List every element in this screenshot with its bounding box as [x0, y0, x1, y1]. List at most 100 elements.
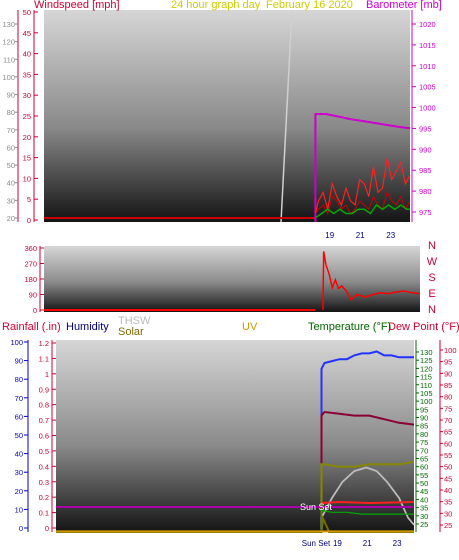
humidity-scale-tick: 0: [45, 524, 49, 533]
dewpoint-tick: 55: [444, 451, 452, 460]
humidity-scale-tick: 0.3: [39, 478, 49, 487]
wind-direction-series-line: [322, 251, 421, 311]
barometer-tick: 1000: [419, 104, 436, 113]
temperature-tick: 120: [420, 364, 433, 373]
temperature-tick: 110: [420, 381, 432, 390]
temperature-tick: 100: [420, 397, 433, 406]
wind-outer-tick: 90: [7, 91, 15, 100]
wind-chill-series-line: [320, 509, 414, 530]
temperature-tick: 60: [420, 463, 428, 472]
wind-outer-tick: 40: [7, 179, 15, 188]
wind-outer-tick: 110: [3, 55, 15, 64]
wind-inner-tick: 10: [23, 174, 31, 183]
windspeed-label: Windspeed [mph]: [34, 0, 120, 11]
dewpoint-tick: 25: [444, 521, 452, 530]
rainfall-scale-tick: 70: [15, 394, 23, 403]
wind-x-tick: 21: [356, 231, 365, 240]
wind-outer-tick: 50: [7, 161, 15, 170]
compass-label: W: [427, 256, 438, 268]
wind-outer-tick: 70: [7, 126, 15, 135]
dewpoint-label: Dew Point (°F): [388, 321, 459, 333]
thsw-series-line: [320, 466, 415, 530]
rainfall-scale-tick: 30: [15, 468, 23, 477]
wind-inner-tick: 15: [23, 154, 31, 163]
dewpoint-series-line: [320, 460, 415, 530]
dewpoint-tick: 50: [444, 463, 452, 472]
temperature-tick: 40: [420, 495, 428, 504]
humidity-scale-tick: 0.1: [39, 509, 49, 518]
humidity-scale-tick: 0.4: [39, 462, 49, 471]
temperature-tick: 55: [420, 471, 428, 480]
barometer-tick: 1005: [419, 83, 436, 92]
compass-label: E: [428, 288, 435, 300]
barometer-series-line: [314, 113, 411, 222]
weather-x-tick: 23: [393, 539, 402, 548]
temperature-tick: 130: [420, 348, 433, 357]
rainfall-scale-tick: 10: [15, 505, 23, 514]
humidity-scale-tick: 1: [45, 370, 49, 379]
wind-outer-tick: 100: [2, 73, 15, 82]
sunset-x-label: Sun Set: [302, 539, 331, 548]
direction-tick: 90: [29, 291, 37, 300]
humidity-series-line: [320, 350, 414, 530]
wind-panel: [44, 10, 410, 222]
temperature-tick: 75: [420, 438, 428, 447]
weather-x-tick: 19: [333, 539, 342, 548]
barometer-tick: 995: [419, 124, 432, 133]
temperature-tick: 65: [420, 454, 428, 463]
rain-rate-series-line: [321, 500, 415, 505]
wind-inner-tick: 35: [23, 70, 31, 79]
weather-x-tick: 21: [363, 539, 372, 548]
weather-panel: [56, 340, 414, 532]
barometer-label: Barometer [mb]: [366, 0, 442, 11]
dewpoint-tick: 95: [444, 358, 452, 367]
rainfall-scale-tick: 60: [15, 412, 23, 421]
rainfall-scale-tick: 80: [15, 375, 23, 384]
rainfall-scale-tick: 40: [15, 450, 23, 459]
temperature-tick: 30: [420, 512, 428, 521]
temperature-tick: 95: [420, 405, 428, 414]
dewpoint-tick: 100: [444, 346, 457, 355]
temperature-tick: 125: [420, 356, 433, 365]
dewpoint-tick: 60: [444, 439, 452, 448]
direction-tick: 0: [33, 306, 37, 315]
wind-inner-tick: 40: [23, 50, 31, 59]
dewpoint-tick: 65: [444, 428, 452, 437]
barometer-tick: 975: [419, 208, 432, 217]
temperature-label: Temperature (°F): [308, 321, 391, 333]
direction-panel: [44, 246, 420, 312]
thsw-label: THSW: [118, 315, 151, 327]
temperature-tick: 85: [420, 422, 428, 431]
humidity-label: Humidity: [66, 321, 109, 333]
compass-label: N: [428, 240, 436, 252]
wind-outer-tick: 80: [7, 108, 15, 117]
temperature-tick: 115: [420, 373, 432, 382]
humidity-scale-tick: 0.2: [39, 493, 49, 502]
dewpoint-tick: 45: [444, 474, 452, 483]
humidity-scale-tick: 1.2: [39, 339, 49, 348]
direction-tick: 360: [24, 244, 37, 253]
temperature-tick: 35: [420, 504, 428, 513]
dewpoint-tick: 85: [444, 381, 452, 390]
temperature-series-line: [320, 410, 415, 530]
wind-outer-tick: 120: [2, 38, 15, 47]
wind-x-tick: 23: [386, 231, 395, 240]
humidity-scale-tick: 0.8: [39, 401, 49, 410]
temperature-tick: 25: [420, 520, 428, 529]
dewpoint-tick: 35: [444, 498, 452, 507]
barometer-tick: 985: [419, 166, 432, 175]
solar-label: Solar: [118, 326, 144, 338]
dewpoint-tick: 40: [444, 486, 452, 495]
wind-inner-tick: 20: [23, 133, 31, 142]
rainfall-scale-tick: 20: [15, 487, 23, 496]
rainfall-scale-tick: 90: [15, 357, 23, 366]
humidity-scale-tick: 0.7: [39, 416, 49, 425]
temperature-tick: 80: [420, 430, 428, 439]
windspeed-series-line: [314, 190, 411, 215]
rainfall-scale-tick: 0: [19, 524, 23, 533]
direction-tick: 180: [24, 275, 37, 284]
temperature-tick: 105: [420, 389, 433, 398]
wind-outer-tick: 20: [7, 214, 15, 223]
